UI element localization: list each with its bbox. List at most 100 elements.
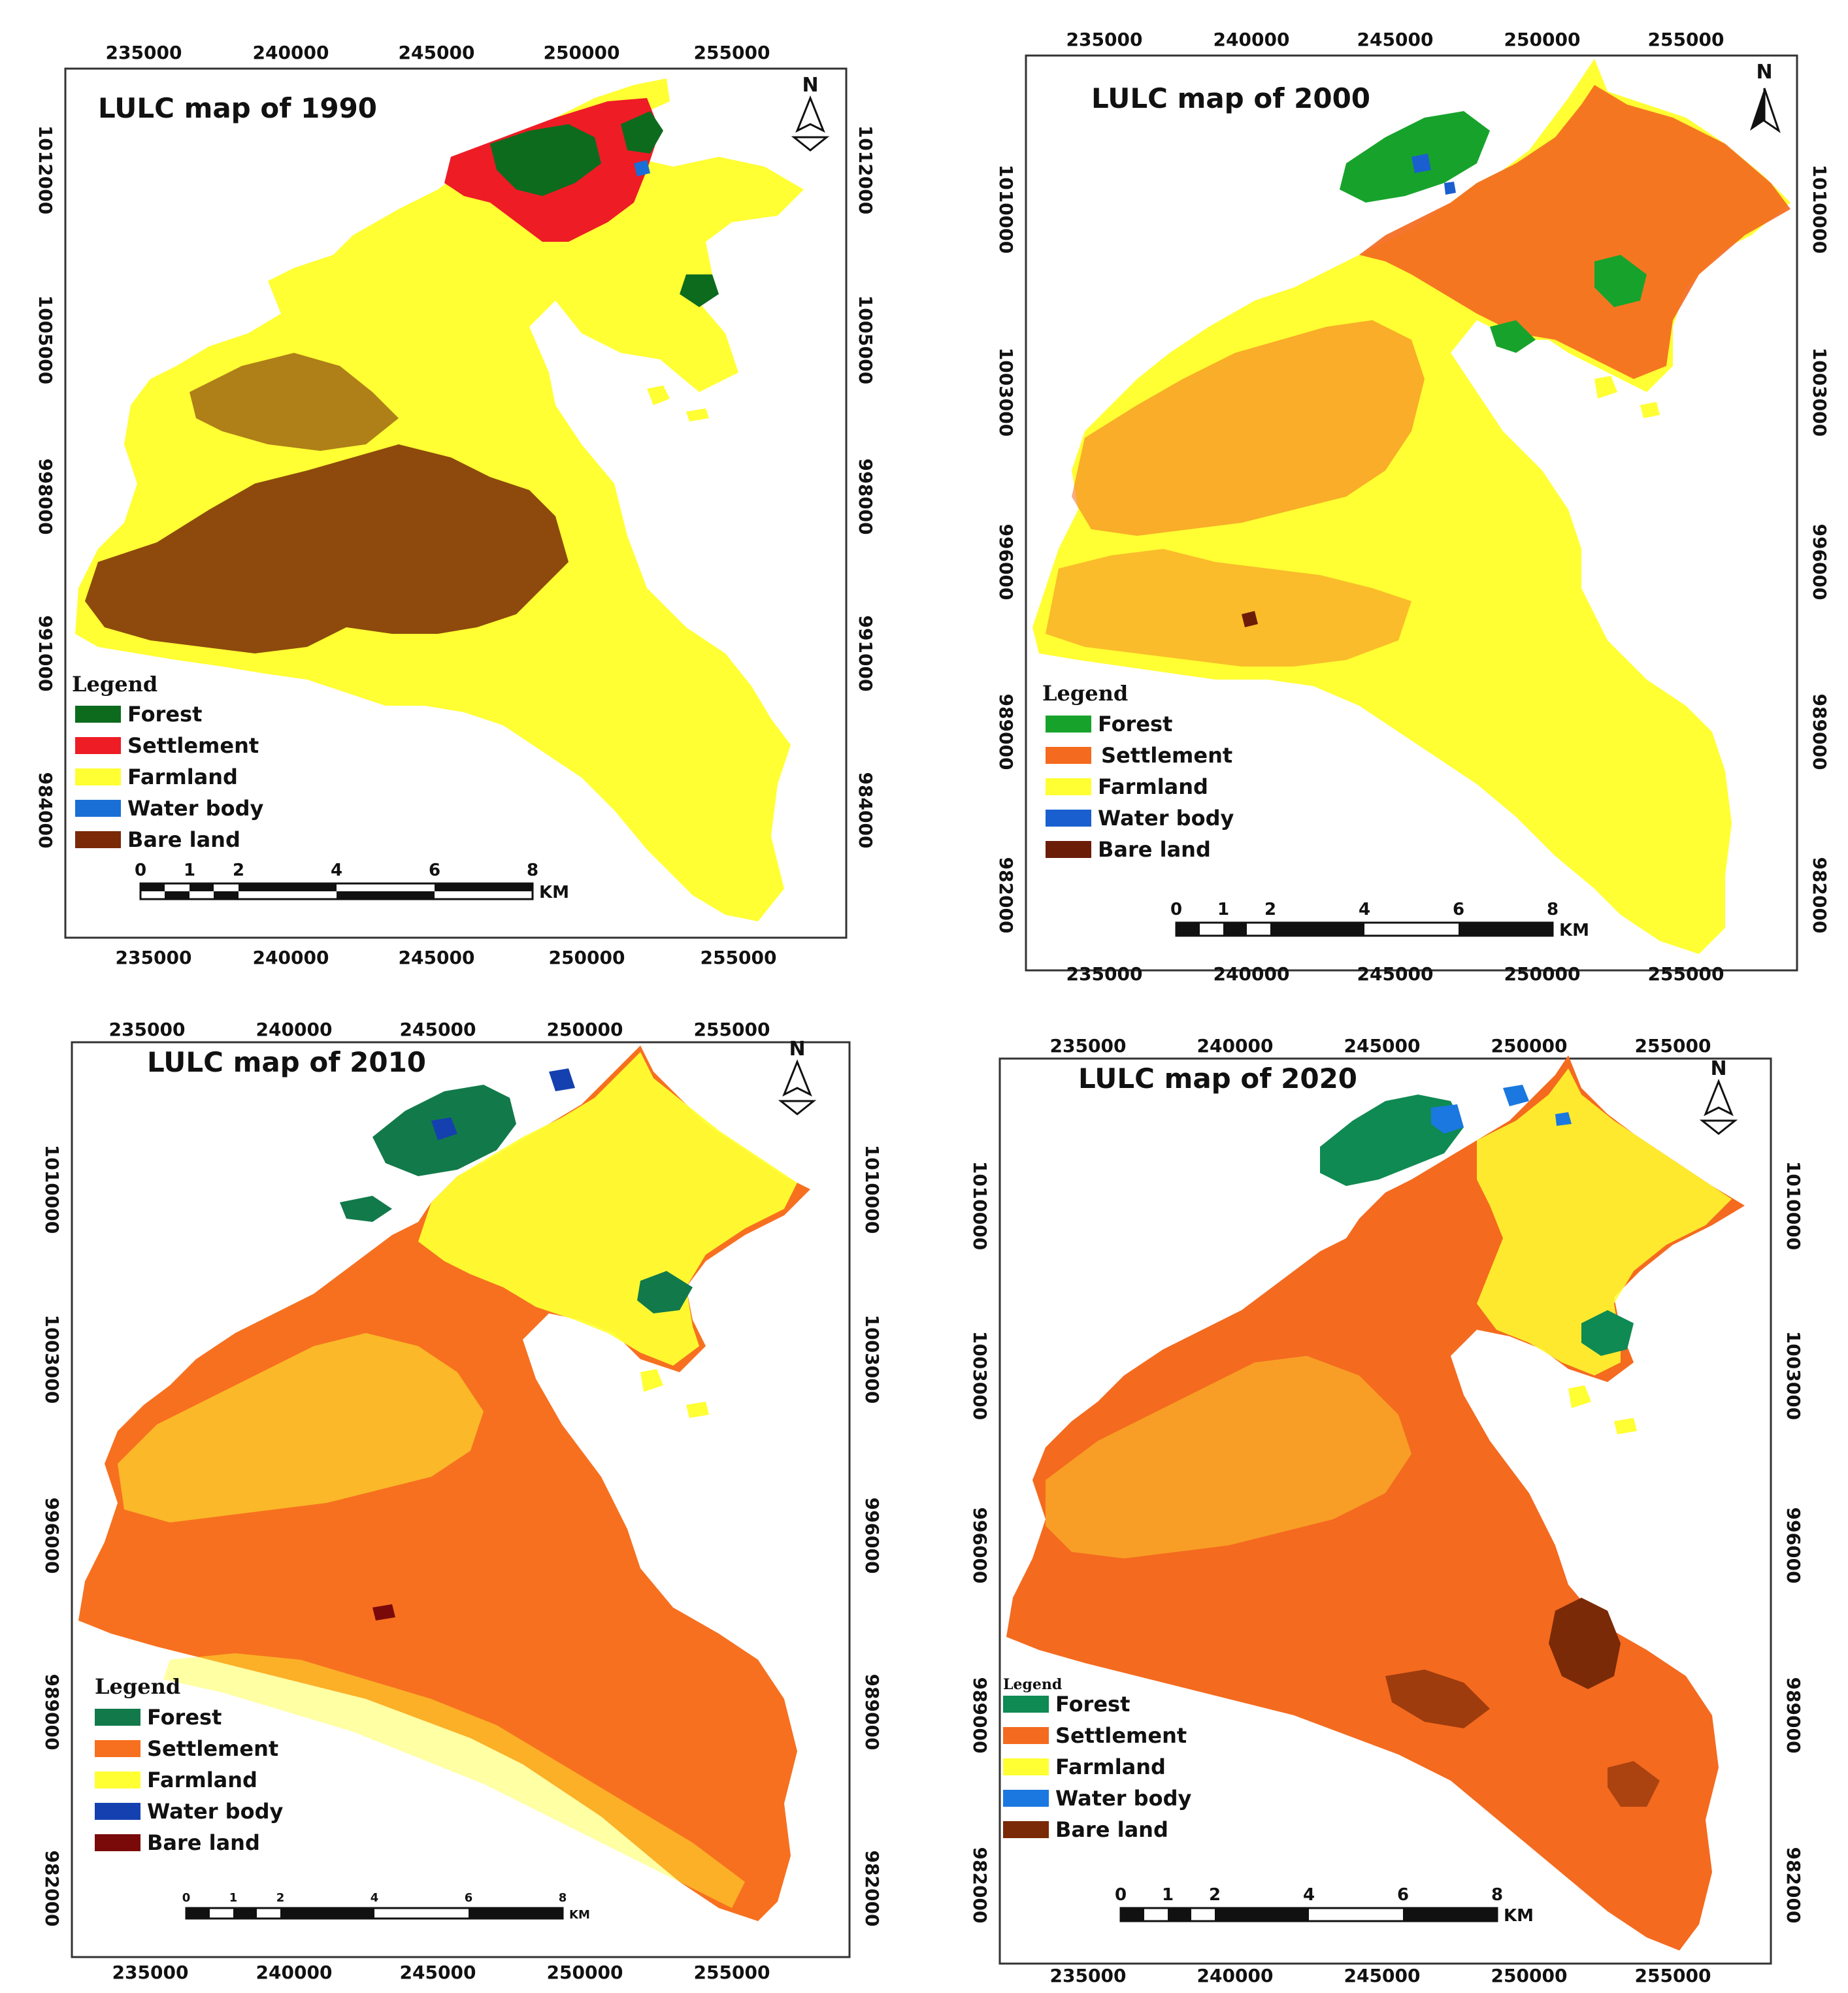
north-letter: N [1710,1057,1726,1080]
settlement-region [1359,85,1790,379]
y-tick-right: 1003000 [1783,1331,1804,1420]
map-title: LULC map of 2010 [147,1046,426,1078]
map-2000-svg: 235000 240000 245000 250000 255000 23500… [995,29,1830,985]
x-tick-top: 245000 [400,1019,476,1040]
x-tick-bottom: 240000 [1213,963,1290,985]
scale-label: 6 [1453,900,1464,919]
farmland-region [1477,1068,1732,1375]
y-tick-right: 989000 [1783,1677,1804,1754]
x-tick-bottom: 250000 [1491,1965,1568,1986]
y-tick-left: 1010000 [995,165,1017,254]
y-tick-right: 989000 [861,1674,883,1751]
y-tick-right: 1003000 [861,1315,883,1404]
water-body [431,1117,457,1140]
legend-label: Farmland [147,1768,257,1792]
map-frame [71,1041,851,1958]
x-tick-bottom: 250000 [549,947,625,968]
legend-label: Settlement [127,733,259,758]
settlement-region [1046,549,1411,667]
y-tick-left: 996000 [995,524,1017,601]
legend-title: Legend [1042,681,1128,706]
bare-land-region [1549,1598,1621,1689]
map-frame [64,67,848,939]
legend-swatch-farmland [75,768,121,785]
y-tick-left: 1012000 [35,125,56,214]
legend-swatch-settlement [95,1740,140,1757]
legend-swatch-water [95,1803,140,1820]
y-tick-right: 998000 [855,459,876,535]
bare-land-region [372,1604,395,1621]
y-tick-right: 1010000 [1809,165,1830,254]
legend-swatch-water [1003,1790,1049,1807]
forest-region [490,124,601,196]
legend-label: Settlement [147,1736,278,1761]
legend-swatch-farmland [1046,778,1091,795]
legend: Legend Forest Settlement Farmland Water … [72,672,263,852]
x-tick-top: 240000 [1197,1035,1274,1057]
legend-label: Bare land [1055,1817,1168,1842]
map-title: LULC map of 2000 [1091,82,1370,114]
y-tick-right: 996000 [1783,1507,1804,1584]
map-2010-svg: 235000 240000 245000 250000 255000 23500… [41,1019,883,1983]
farmland-region [1046,1356,1411,1558]
x-tick-top: 255000 [1648,29,1724,50]
y-tick-left: 1010000 [969,1161,991,1250]
legend-label: Water body [1055,1786,1191,1811]
forest-region [1320,1095,1464,1186]
scale-label: 0 [1115,1885,1127,1905]
x-tick-bottom: 255000 [701,947,777,968]
legend-label: Water body [127,796,263,821]
legend-swatch-water [75,800,121,817]
legend-label: Settlement [1101,743,1232,768]
y-tick-right: 996000 [861,1498,883,1574]
lulc-map-2000 [1032,59,1790,954]
water-body [634,160,650,176]
map-frame [998,1057,1772,1965]
scale-label: 1 [184,861,195,880]
bare-land-region [85,444,569,653]
scale-label: 1 [1217,900,1229,919]
legend-swatch-settlement [1046,747,1091,764]
x-tick-top: 250000 [1504,29,1581,50]
legend: Legend Forest Settlement Farmland Water … [1003,1676,1191,1842]
forest-region [1594,255,1647,307]
x-tick-bottom: 245000 [1344,1965,1421,1986]
farmland-islet [1614,1418,1637,1434]
y-tick-left: 989000 [969,1677,991,1754]
map-2020-svg: 235000 240000 245000 250000 255000 23500… [969,1035,1804,1986]
north-letter: N [789,1038,805,1061]
legend-swatch-forest [1046,716,1091,733]
y-tick-right: 1010000 [1783,1161,1804,1250]
scale-label: 6 [429,861,440,880]
farmland-islet [1640,402,1660,418]
legend-label: Bare land [147,1830,260,1855]
y-tick-left: 989000 [41,1674,63,1751]
legend-swatch-bare [1046,841,1091,858]
forest-region [637,1271,693,1313]
north-letter: N [1756,61,1772,84]
water-body [1431,1104,1464,1134]
y-tick-left: 1003000 [969,1331,991,1420]
bare-land-region [190,353,399,451]
water-body [1503,1085,1529,1106]
bare-land-region [1608,1761,1660,1807]
y-tick-left: 1003000 [41,1315,63,1404]
x-tick-top: 250000 [1491,1035,1568,1057]
x-tick-bottom: 255000 [1648,963,1724,985]
x-tick-bottom: 250000 [547,1962,623,1983]
x-tick-bottom: 240000 [1197,1965,1274,1986]
x-tick-bottom: 255000 [1635,1965,1711,1986]
north-arrow-icon: N [1699,1057,1738,1135]
legend-swatch-bare [75,831,121,848]
bare-land-region [1242,611,1258,627]
x-tick-bottom: 240000 [253,947,329,968]
water-body [1555,1112,1572,1126]
x-tick-top: 240000 [1213,29,1290,50]
y-tick-left: 989000 [995,694,1017,770]
x-tick-top: 235000 [106,42,182,63]
scale-label: 4 [331,861,342,880]
x-tick-top: 235000 [1050,1035,1127,1057]
y-tick-left: 982000 [969,1847,991,1924]
scale-label: 0 [182,1891,191,1905]
legend-swatch-forest [1003,1696,1049,1713]
